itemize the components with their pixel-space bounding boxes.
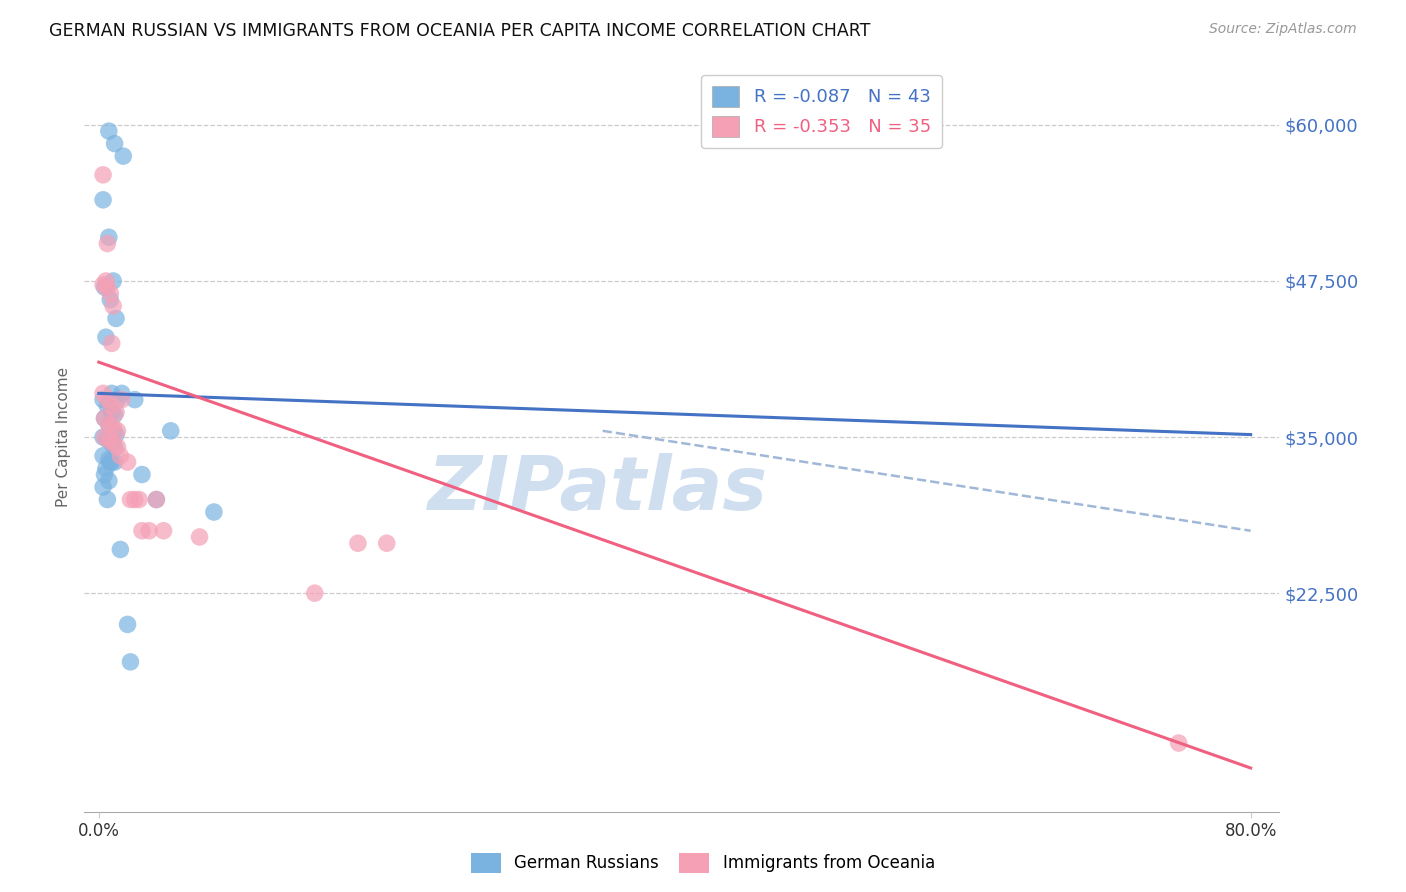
Point	[188, 530, 211, 544]
Point	[304, 586, 326, 600]
Point	[111, 386, 134, 401]
Point	[93, 467, 115, 482]
Point	[202, 505, 225, 519]
Point	[93, 280, 115, 294]
Text: ZIPatlas: ZIPatlas	[429, 453, 768, 526]
Point	[152, 524, 174, 538]
Point	[93, 411, 115, 425]
Point	[128, 492, 150, 507]
Point	[110, 449, 132, 463]
Point	[104, 408, 127, 422]
Point	[94, 330, 117, 344]
Point	[101, 299, 124, 313]
Point	[97, 417, 120, 432]
Point	[100, 399, 122, 413]
Point	[105, 427, 128, 442]
Point	[91, 386, 114, 401]
Point	[145, 492, 167, 507]
Point	[1167, 736, 1189, 750]
Point	[100, 386, 122, 401]
Point	[107, 392, 129, 407]
Point	[131, 467, 153, 482]
Legend: R = -0.087   N = 43, R = -0.353   N = 35: R = -0.087 N = 43, R = -0.353 N = 35	[702, 75, 942, 147]
Point	[131, 524, 153, 538]
Point	[101, 274, 124, 288]
Point	[91, 277, 114, 292]
Point	[97, 230, 120, 244]
Point	[347, 536, 370, 550]
Point	[91, 430, 114, 444]
Point	[124, 492, 146, 507]
Point	[104, 136, 127, 151]
Point	[96, 433, 118, 447]
Point	[97, 417, 120, 432]
Point	[98, 293, 121, 307]
Point	[91, 193, 114, 207]
Y-axis label: Per Capita Income: Per Capita Income	[56, 367, 72, 508]
Point	[97, 433, 120, 447]
Point	[111, 392, 134, 407]
Point	[110, 542, 132, 557]
Point	[94, 461, 117, 475]
Point	[100, 455, 122, 469]
Point	[104, 455, 127, 469]
Point	[120, 492, 142, 507]
Point	[96, 492, 118, 507]
Point	[117, 455, 139, 469]
Legend: German Russians, Immigrants from Oceania: German Russians, Immigrants from Oceania	[464, 847, 942, 880]
Point	[91, 480, 114, 494]
Point	[105, 405, 128, 419]
Point	[101, 436, 124, 450]
Point	[159, 424, 181, 438]
Point	[98, 455, 121, 469]
Point	[97, 474, 120, 488]
Point	[96, 280, 118, 294]
Point	[105, 311, 128, 326]
Point	[98, 286, 121, 301]
Text: Source: ZipAtlas.com: Source: ZipAtlas.com	[1209, 22, 1357, 37]
Point	[94, 274, 117, 288]
Point	[145, 492, 167, 507]
Point	[96, 236, 118, 251]
Text: GERMAN RUSSIAN VS IMMIGRANTS FROM OCEANIA PER CAPITA INCOME CORRELATION CHART: GERMAN RUSSIAN VS IMMIGRANTS FROM OCEANI…	[49, 22, 870, 40]
Point	[97, 452, 120, 467]
Point	[124, 392, 146, 407]
Point	[117, 617, 139, 632]
Point	[100, 436, 122, 450]
Point	[91, 449, 114, 463]
Point	[91, 168, 114, 182]
Point	[101, 420, 124, 434]
Point	[96, 399, 118, 413]
Point	[107, 440, 129, 454]
Point	[100, 336, 122, 351]
Point	[375, 536, 398, 550]
Point	[138, 524, 160, 538]
Point	[101, 424, 124, 438]
Point	[91, 392, 114, 407]
Point	[100, 405, 122, 419]
Point	[93, 411, 115, 425]
Point	[107, 424, 129, 438]
Point	[120, 655, 142, 669]
Point	[97, 124, 120, 138]
Point	[104, 440, 127, 454]
Point	[93, 430, 115, 444]
Point	[112, 149, 135, 163]
Point	[96, 392, 118, 407]
